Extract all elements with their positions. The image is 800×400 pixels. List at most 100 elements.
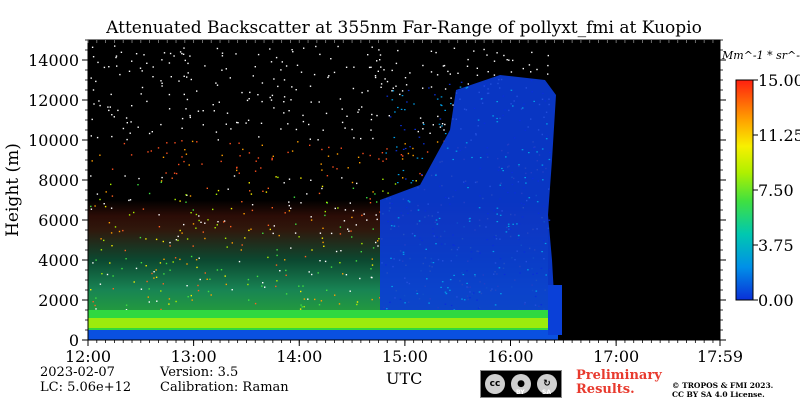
- cloud-speckle: [454, 189, 457, 192]
- cloud-speckle: [432, 228, 434, 230]
- cloud-speckle: [493, 236, 496, 238]
- speckle: [326, 201, 328, 204]
- speckle: [179, 229, 181, 232]
- speckle: [319, 53, 321, 56]
- speckle: [483, 48, 485, 51]
- cloud-speckle: [394, 111, 396, 113]
- speckle: [186, 194, 188, 196]
- cloud-speckle: [543, 240, 545, 242]
- speckle: [231, 242, 233, 244]
- speckle: [318, 192, 321, 195]
- speckle: [257, 53, 260, 56]
- speckle: [128, 214, 131, 216]
- speckle: [301, 306, 303, 308]
- speckle: [284, 212, 286, 214]
- speckle: [512, 59, 514, 62]
- cc-by-label: BY: [516, 389, 525, 396]
- speckle: [510, 71, 513, 73]
- cloud-speckle: [397, 182, 399, 184]
- speckle: [198, 215, 200, 217]
- speckle: [204, 65, 206, 67]
- cloud-speckle: [424, 210, 427, 212]
- speckle: [173, 172, 176, 174]
- cloud-speckle: [494, 304, 497, 306]
- speckle: [372, 247, 375, 249]
- speckle: [381, 152, 384, 154]
- cloud-speckle: [428, 87, 430, 89]
- speckle: [96, 136, 99, 139]
- speckle: [422, 64, 424, 67]
- speckle: [215, 82, 217, 84]
- cloud-speckle: [463, 299, 466, 301]
- cloud-speckle: [505, 231, 508, 233]
- speckle: [247, 283, 249, 286]
- speckle: [290, 99, 292, 101]
- speckle: [351, 236, 353, 238]
- cloud-speckle: [531, 177, 534, 179]
- cloud-speckle: [474, 274, 476, 276]
- speckle: [175, 239, 178, 241]
- cloud-speckle: [545, 138, 548, 140]
- speckle: [190, 255, 193, 258]
- speckle: [249, 91, 251, 94]
- speckle: [112, 275, 114, 277]
- y-axis: 0 2000 4000 6000 8000 10000 12000 14000: [28, 39, 726, 350]
- speckle: [225, 68, 227, 70]
- x-tick-label: 17:00: [593, 347, 639, 366]
- speckle: [199, 278, 201, 281]
- speckle: [349, 202, 351, 204]
- speckle: [320, 163, 322, 165]
- speckle: [236, 121, 238, 124]
- speckle: [473, 50, 475, 52]
- speckle: [288, 178, 291, 180]
- speckle: [204, 222, 206, 224]
- cloud-speckle: [501, 167, 503, 170]
- speckle: [287, 151, 289, 154]
- speckle: [173, 55, 175, 57]
- speckle: [334, 294, 336, 296]
- speckle: [91, 46, 94, 48]
- cloud-speckle: [511, 171, 513, 174]
- cloud-speckle: [421, 157, 424, 159]
- speckle: [236, 167, 238, 169]
- speckle: [361, 242, 363, 245]
- speckle: [190, 78, 192, 81]
- cloud-speckle: [548, 158, 551, 161]
- cloud-speckle: [436, 223, 439, 225]
- cloud-speckle: [459, 149, 462, 151]
- speckle: [368, 66, 371, 69]
- cloud-speckle: [544, 100, 547, 102]
- speckle: [221, 55, 224, 57]
- speckle: [352, 87, 355, 90]
- speckle: [369, 198, 371, 200]
- speckle: [273, 107, 275, 109]
- speckle: [189, 116, 191, 119]
- speckle: [189, 114, 191, 117]
- speckle: [192, 223, 195, 225]
- speckle: [281, 61, 283, 63]
- cloud-speckle: [472, 292, 475, 294]
- speckle: [179, 200, 181, 202]
- speckle: [493, 60, 496, 62]
- cloud-speckle: [440, 96, 443, 98]
- speckle: [223, 220, 226, 222]
- speckle: [121, 267, 123, 270]
- speckle: [184, 149, 186, 151]
- cloud-speckle: [540, 267, 543, 269]
- colorbar-tick-label: 15.00: [758, 71, 800, 90]
- speckle: [169, 245, 171, 247]
- speckle: [422, 87, 424, 89]
- speckle: [157, 147, 160, 149]
- speckle: [135, 267, 138, 270]
- speckle: [229, 142, 231, 145]
- speckle: [264, 286, 266, 288]
- speckle: [187, 62, 189, 65]
- speckle: [340, 147, 342, 149]
- speckle: [333, 71, 336, 74]
- speckle: [339, 262, 341, 264]
- cloud-speckle: [450, 103, 452, 105]
- speckle: [366, 197, 368, 199]
- cloud-speckle: [499, 258, 502, 260]
- speckle: [317, 272, 319, 274]
